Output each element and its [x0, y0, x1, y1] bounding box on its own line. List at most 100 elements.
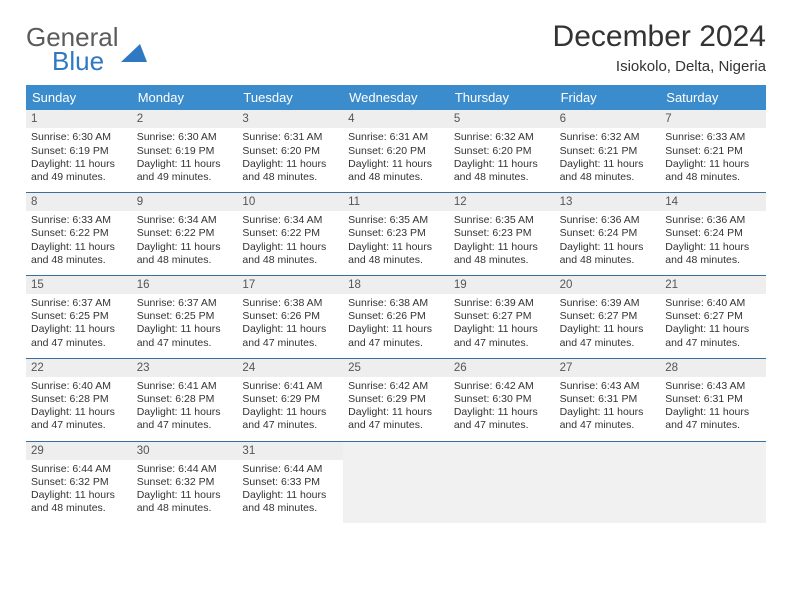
day-number: 27 [555, 359, 661, 377]
weekday-label: Friday [555, 85, 661, 110]
sunset-line: Sunset: 6:32 PM [31, 476, 127, 489]
day-number: 19 [449, 276, 555, 294]
sunset-line: Sunset: 6:32 PM [137, 476, 233, 489]
day-number: 16 [132, 276, 238, 294]
sunset-line: Sunset: 6:26 PM [242, 310, 338, 323]
sunset-line: Sunset: 6:33 PM [242, 476, 338, 489]
sunrise-line: Sunrise: 6:40 AM [31, 380, 127, 393]
day-body: Sunrise: 6:32 AMSunset: 6:21 PMDaylight:… [555, 128, 661, 192]
day-cell: 29Sunrise: 6:44 AMSunset: 6:32 PMDayligh… [26, 442, 132, 524]
sunrise-line: Sunrise: 6:33 AM [665, 131, 761, 144]
day-cell: 11Sunrise: 6:35 AMSunset: 6:23 PMDayligh… [343, 193, 449, 275]
day-number: 4 [343, 110, 449, 128]
day-cell: 25Sunrise: 6:42 AMSunset: 6:29 PMDayligh… [343, 359, 449, 441]
empty-cell [449, 442, 555, 524]
daylight-line: Daylight: 11 hours and 47 minutes. [348, 406, 444, 432]
sunset-line: Sunset: 6:27 PM [665, 310, 761, 323]
sunrise-line: Sunrise: 6:38 AM [242, 297, 338, 310]
day-number: 26 [449, 359, 555, 377]
day-body: Sunrise: 6:30 AMSunset: 6:19 PMDaylight:… [132, 128, 238, 192]
sunset-line: Sunset: 6:22 PM [137, 227, 233, 240]
day-body: Sunrise: 6:35 AMSunset: 6:23 PMDaylight:… [343, 211, 449, 275]
day-number: 9 [132, 193, 238, 211]
day-body: Sunrise: 6:33 AMSunset: 6:22 PMDaylight:… [26, 211, 132, 275]
daylight-line: Daylight: 11 hours and 48 minutes. [454, 158, 550, 184]
day-body: Sunrise: 6:31 AMSunset: 6:20 PMDaylight:… [343, 128, 449, 192]
day-cell: 18Sunrise: 6:38 AMSunset: 6:26 PMDayligh… [343, 276, 449, 358]
daylight-line: Daylight: 11 hours and 48 minutes. [665, 158, 761, 184]
daylight-line: Daylight: 11 hours and 47 minutes. [137, 323, 233, 349]
sunrise-line: Sunrise: 6:30 AM [137, 131, 233, 144]
day-body: Sunrise: 6:44 AMSunset: 6:32 PMDaylight:… [26, 460, 132, 524]
sunrise-line: Sunrise: 6:37 AM [31, 297, 127, 310]
sunset-line: Sunset: 6:23 PM [348, 227, 444, 240]
day-body: Sunrise: 6:36 AMSunset: 6:24 PMDaylight:… [660, 211, 766, 275]
daylight-line: Daylight: 11 hours and 48 minutes. [348, 241, 444, 267]
brand-triangle-icon [121, 42, 147, 62]
sunrise-line: Sunrise: 6:42 AM [348, 380, 444, 393]
daylight-line: Daylight: 11 hours and 48 minutes. [242, 158, 338, 184]
sunset-line: Sunset: 6:26 PM [348, 310, 444, 323]
day-number: 21 [660, 276, 766, 294]
day-cell: 6Sunrise: 6:32 AMSunset: 6:21 PMDaylight… [555, 110, 661, 192]
day-number: 5 [449, 110, 555, 128]
sunset-line: Sunset: 6:31 PM [560, 393, 656, 406]
daylight-line: Daylight: 11 hours and 47 minutes. [560, 323, 656, 349]
day-body: Sunrise: 6:34 AMSunset: 6:22 PMDaylight:… [237, 211, 343, 275]
sunrise-line: Sunrise: 6:41 AM [242, 380, 338, 393]
day-body: Sunrise: 6:43 AMSunset: 6:31 PMDaylight:… [555, 377, 661, 441]
sunset-line: Sunset: 6:21 PM [665, 145, 761, 158]
day-cell: 27Sunrise: 6:43 AMSunset: 6:31 PMDayligh… [555, 359, 661, 441]
day-number: 25 [343, 359, 449, 377]
brand-text: General Blue [26, 24, 119, 74]
empty-daynum [660, 442, 766, 460]
empty-cell [555, 442, 661, 524]
sunrise-line: Sunrise: 6:30 AM [31, 131, 127, 144]
day-cell: 26Sunrise: 6:42 AMSunset: 6:30 PMDayligh… [449, 359, 555, 441]
day-number: 22 [26, 359, 132, 377]
sunrise-line: Sunrise: 6:39 AM [560, 297, 656, 310]
sunrise-line: Sunrise: 6:44 AM [137, 463, 233, 476]
sunrise-line: Sunrise: 6:32 AM [560, 131, 656, 144]
weekday-label: Saturday [660, 85, 766, 110]
day-number: 15 [26, 276, 132, 294]
sunset-line: Sunset: 6:24 PM [560, 227, 656, 240]
day-number: 1 [26, 110, 132, 128]
day-body: Sunrise: 6:39 AMSunset: 6:27 PMDaylight:… [555, 294, 661, 358]
weekday-label: Thursday [449, 85, 555, 110]
sunrise-line: Sunrise: 6:32 AM [454, 131, 550, 144]
calendar: Sunday Monday Tuesday Wednesday Thursday… [26, 85, 766, 523]
day-number: 31 [237, 442, 343, 460]
sunset-line: Sunset: 6:20 PM [242, 145, 338, 158]
day-number: 28 [660, 359, 766, 377]
day-body: Sunrise: 6:37 AMSunset: 6:25 PMDaylight:… [132, 294, 238, 358]
page-title: December 2024 [553, 20, 766, 54]
sunrise-line: Sunrise: 6:33 AM [31, 214, 127, 227]
day-body: Sunrise: 6:41 AMSunset: 6:29 PMDaylight:… [237, 377, 343, 441]
day-cell: 22Sunrise: 6:40 AMSunset: 6:28 PMDayligh… [26, 359, 132, 441]
daylight-line: Daylight: 11 hours and 49 minutes. [31, 158, 127, 184]
day-body: Sunrise: 6:31 AMSunset: 6:20 PMDaylight:… [237, 128, 343, 192]
day-cell: 7Sunrise: 6:33 AMSunset: 6:21 PMDaylight… [660, 110, 766, 192]
day-body: Sunrise: 6:42 AMSunset: 6:30 PMDaylight:… [449, 377, 555, 441]
day-cell: 3Sunrise: 6:31 AMSunset: 6:20 PMDaylight… [237, 110, 343, 192]
day-body: Sunrise: 6:30 AMSunset: 6:19 PMDaylight:… [26, 128, 132, 192]
day-cell: 12Sunrise: 6:35 AMSunset: 6:23 PMDayligh… [449, 193, 555, 275]
daylight-line: Daylight: 11 hours and 47 minutes. [242, 406, 338, 432]
sunset-line: Sunset: 6:21 PM [560, 145, 656, 158]
week-row: 1Sunrise: 6:30 AMSunset: 6:19 PMDaylight… [26, 110, 766, 193]
day-number: 30 [132, 442, 238, 460]
day-cell: 8Sunrise: 6:33 AMSunset: 6:22 PMDaylight… [26, 193, 132, 275]
day-body: Sunrise: 6:40 AMSunset: 6:27 PMDaylight:… [660, 294, 766, 358]
day-cell: 5Sunrise: 6:32 AMSunset: 6:20 PMDaylight… [449, 110, 555, 192]
weekday-label: Tuesday [237, 85, 343, 110]
daylight-line: Daylight: 11 hours and 48 minutes. [242, 241, 338, 267]
daylight-line: Daylight: 11 hours and 47 minutes. [31, 323, 127, 349]
sunset-line: Sunset: 6:23 PM [454, 227, 550, 240]
day-cell: 13Sunrise: 6:36 AMSunset: 6:24 PMDayligh… [555, 193, 661, 275]
daylight-line: Daylight: 11 hours and 47 minutes. [560, 406, 656, 432]
day-number: 23 [132, 359, 238, 377]
day-cell: 30Sunrise: 6:44 AMSunset: 6:32 PMDayligh… [132, 442, 238, 524]
sunrise-line: Sunrise: 6:43 AM [665, 380, 761, 393]
day-cell: 19Sunrise: 6:39 AMSunset: 6:27 PMDayligh… [449, 276, 555, 358]
